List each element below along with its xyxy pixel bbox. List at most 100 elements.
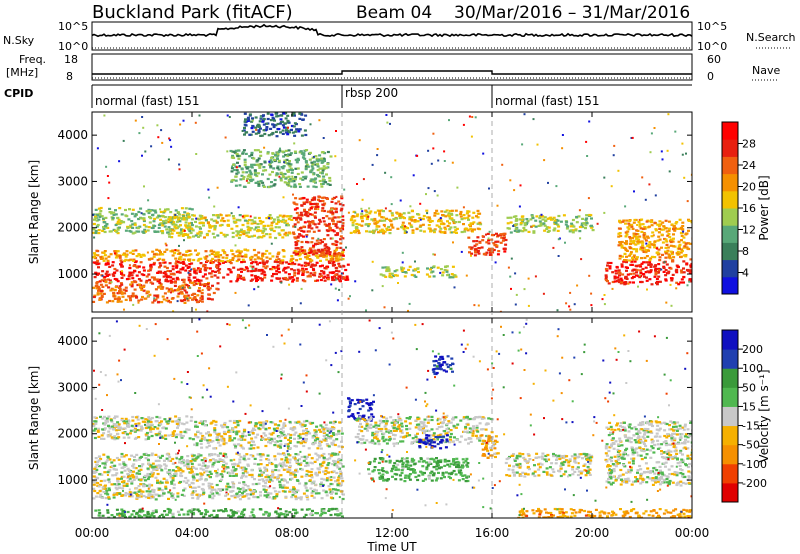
echo-cell (303, 455, 307, 458)
echo-cell (103, 278, 107, 281)
echo-cell (218, 452, 222, 455)
echo-cell (101, 285, 105, 288)
echo-cell (298, 482, 302, 485)
echo-cell (266, 454, 270, 457)
echo-cell (94, 495, 98, 498)
echo-cell (290, 255, 294, 258)
echo-cell (681, 153, 684, 156)
echo-cell (294, 458, 298, 462)
echo-cell (93, 467, 97, 470)
echo-cell (439, 222, 443, 226)
echo-cell (249, 454, 253, 457)
echo-cell (650, 283, 654, 286)
echo-cell (303, 250, 307, 253)
echo-cell (341, 226, 344, 229)
echo-cell (623, 252, 627, 255)
echo-cell (317, 241, 321, 245)
echo-cell (402, 226, 406, 229)
echo-cell (98, 455, 101, 458)
echo-cell (272, 123, 276, 126)
echo-cell (232, 421, 236, 424)
echo-cell (254, 126, 258, 129)
echo-cell (173, 281, 177, 284)
echo-cell (627, 282, 630, 285)
echo-cell (403, 271, 407, 274)
echo-cell (635, 271, 638, 274)
echo-cell (404, 225, 406, 228)
echo-cell (258, 467, 262, 470)
echo-cell (145, 279, 149, 282)
echo-cell (136, 283, 140, 287)
echo-cell (188, 225, 192, 228)
echo-cell (238, 458, 242, 461)
echo-cell (590, 304, 593, 307)
echo-cell (267, 496, 271, 499)
echo-cell (637, 285, 639, 288)
echo-cell (137, 217, 141, 221)
echo-cell (468, 115, 471, 118)
echo-cell (289, 259, 293, 262)
echo-cell (229, 459, 233, 462)
echo-cell (184, 476, 188, 480)
echo-cell (138, 465, 141, 468)
echo-cell (320, 270, 324, 273)
echo-cell (244, 475, 248, 478)
echo-cell (186, 465, 190, 468)
echo-cell (263, 276, 267, 279)
echo-cell (443, 160, 446, 162)
echo-cell (137, 490, 141, 493)
echo-cell (390, 272, 394, 275)
echo-cell (250, 274, 254, 277)
echo-cell (224, 494, 228, 497)
echo-cell (222, 220, 226, 223)
echo-cell (194, 435, 198, 438)
echo-cell (128, 296, 132, 300)
echo-cell (124, 494, 127, 497)
echo-cell (244, 255, 248, 258)
echo-cell (292, 471, 296, 474)
echo-cell (254, 269, 258, 272)
echo-cell (207, 188, 210, 191)
echo-cell (242, 129, 246, 132)
echo-cell (95, 468, 99, 471)
echo-cell (168, 137, 171, 140)
echo-cell (238, 488, 242, 491)
echo-cell (269, 127, 273, 130)
echo-cell (209, 272, 213, 275)
echo-cell (660, 228, 664, 231)
echo-cell (392, 274, 396, 278)
echo-cell (253, 173, 257, 176)
echo-cell (156, 481, 159, 484)
echo-cell (121, 466, 125, 469)
echo-cell (141, 295, 144, 299)
echo-cell (488, 230, 491, 233)
echo-cell (284, 231, 288, 234)
echo-cell (170, 480, 174, 483)
echo-cell (340, 272, 343, 275)
echo-cell (128, 491, 132, 494)
echo-cell (250, 255, 254, 258)
echo-cell (243, 219, 247, 222)
echo-cell (191, 496, 195, 500)
echo-cell (327, 462, 331, 465)
echo-cell (151, 462, 155, 465)
echo-cell (636, 224, 639, 226)
echo-cell (102, 453, 106, 456)
echo-cell (310, 205, 314, 209)
echo-cell (245, 167, 249, 170)
echo-cell (122, 465, 126, 468)
echo-cell (326, 163, 330, 166)
echo-cell (307, 470, 311, 473)
echo-cell (280, 484, 284, 487)
echo-cell (303, 252, 307, 256)
echo-cell (304, 133, 308, 137)
echo-cell (165, 228, 169, 231)
freq-label-1: Freq. (19, 53, 46, 66)
echo-cell (334, 287, 337, 290)
echo-cell (620, 281, 624, 284)
echo-cell (187, 222, 191, 225)
echo-cell (189, 460, 193, 463)
echo-cell (249, 227, 253, 230)
echo-cell (339, 265, 343, 268)
echo-cell (104, 216, 108, 219)
